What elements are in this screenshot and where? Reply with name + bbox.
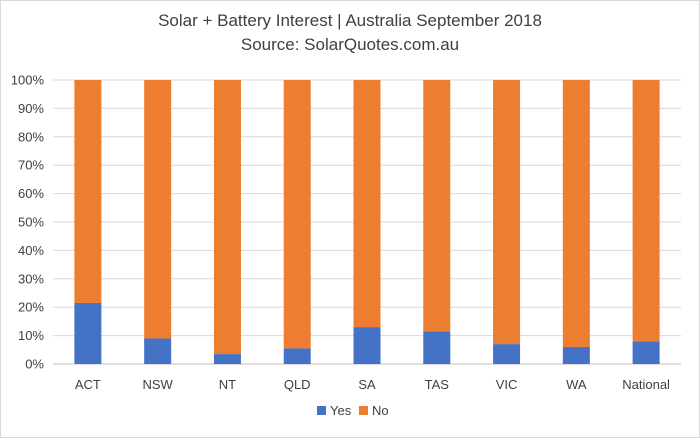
y-tick-label: 60% (18, 186, 44, 201)
x-tick-label: NT (219, 377, 236, 392)
bar-no-qld (283, 80, 311, 349)
bar-yes-national (632, 341, 660, 364)
chart-title: Solar + Battery Interest | Australia Sep… (158, 11, 542, 30)
legend: Yes No (317, 403, 389, 418)
bar-yes-nt (213, 354, 241, 364)
bar-no-nsw (144, 80, 172, 339)
chart-titles: Solar + Battery Interest | Australia Sep… (1, 9, 699, 57)
legend-swatch-yes (317, 406, 326, 415)
y-axis-ticks: 0% 10% 20% 30% 40% 50% 60% 70% 80% 90% 100% (11, 73, 45, 372)
x-axis-ticks: ACT NSW NT QLD SA TAS VIC WA National (75, 377, 670, 392)
x-tick-label: National (622, 377, 670, 392)
y-tick-label: 80% (18, 129, 44, 144)
bar-yes-sa (353, 327, 381, 364)
x-tick-label: VIC (496, 377, 518, 392)
bars (74, 80, 660, 364)
y-tick-label: 70% (18, 158, 44, 173)
bar-no-wa (562, 80, 590, 347)
y-tick-label: 40% (18, 243, 44, 258)
y-tick-label: 90% (18, 101, 44, 116)
bar-yes-vic (493, 344, 521, 364)
y-tick-label: 30% (18, 271, 44, 286)
bar-yes-wa (562, 346, 590, 364)
chart-subtitle: Source: SolarQuotes.com.au (240, 35, 460, 54)
x-tick-label: ACT (75, 377, 101, 392)
bar-no-act (74, 80, 102, 303)
x-tick-label: QLD (284, 377, 311, 392)
x-tick-label: WA (566, 377, 587, 392)
bar-yes-nsw (144, 338, 172, 364)
x-tick-label: NSW (142, 377, 173, 392)
x-tick-label: SA (358, 377, 376, 392)
bar-no-sa (353, 80, 381, 328)
legend-label-no: No (372, 403, 389, 418)
bar-no-nt (213, 80, 241, 355)
legend-label-yes: Yes (330, 403, 352, 418)
bar-no-vic (493, 80, 521, 345)
bar-yes-tas (423, 331, 451, 364)
y-tick-label: 100% (11, 73, 45, 88)
bar-yes-qld (283, 348, 311, 364)
y-tick-label: 0% (25, 357, 44, 372)
y-tick-label: 20% (18, 300, 44, 315)
x-tick-label: TAS (425, 377, 450, 392)
bar-yes-act (74, 302, 102, 364)
bar-no-national (632, 80, 660, 342)
legend-swatch-no (359, 406, 368, 415)
y-tick-label: 50% (18, 215, 44, 230)
y-tick-label: 10% (18, 328, 44, 343)
bar-no-tas (423, 80, 451, 332)
